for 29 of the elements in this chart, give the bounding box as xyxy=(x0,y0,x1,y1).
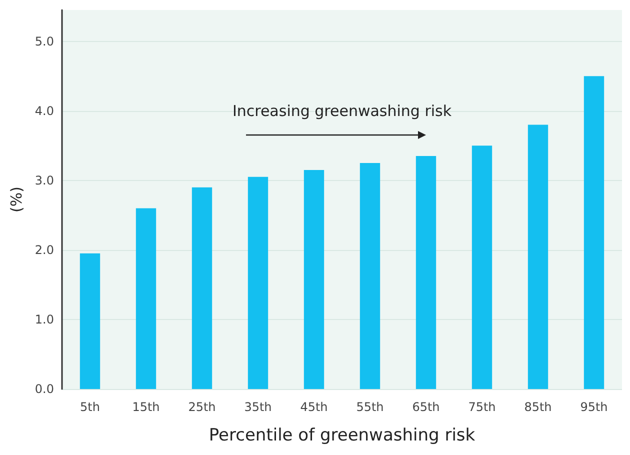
bar xyxy=(528,124,548,389)
x-tick-label: 75th xyxy=(468,400,496,414)
x-axis-title: Percentile of greenwashing risk xyxy=(208,426,476,446)
x-tick-label: 85th xyxy=(524,400,552,414)
x-tick-label: 15th xyxy=(132,400,160,414)
x-tick-label: 25th xyxy=(188,400,216,414)
y-tick-label: 3.0 xyxy=(34,173,54,188)
annotation: Increasing greenwashing risk xyxy=(232,102,452,120)
x-tick-label: 65th xyxy=(412,400,440,414)
x-tick-label: 35th xyxy=(244,400,272,414)
y-tick-label: 5.0 xyxy=(34,34,54,48)
x-tick-label: 45th xyxy=(300,400,328,414)
bar xyxy=(136,208,156,389)
bar xyxy=(472,146,492,389)
y-tick-label: 1.0 xyxy=(34,312,54,326)
y-tick-label: 0.0 xyxy=(34,382,54,396)
bar xyxy=(80,253,100,389)
bar xyxy=(248,176,268,389)
bar xyxy=(192,187,212,389)
y-tick-label: 4.0 xyxy=(34,104,54,118)
x-tick-label: 55th xyxy=(356,400,384,414)
bar xyxy=(416,156,436,389)
bar xyxy=(584,76,604,389)
x-tick-label: 95th xyxy=(580,400,608,414)
bar xyxy=(360,162,380,389)
bar xyxy=(304,170,324,389)
y-axis-title: (%) xyxy=(8,186,26,212)
y-tick-label: 2.0 xyxy=(34,242,54,257)
x-tick-label: 5th xyxy=(80,400,100,414)
